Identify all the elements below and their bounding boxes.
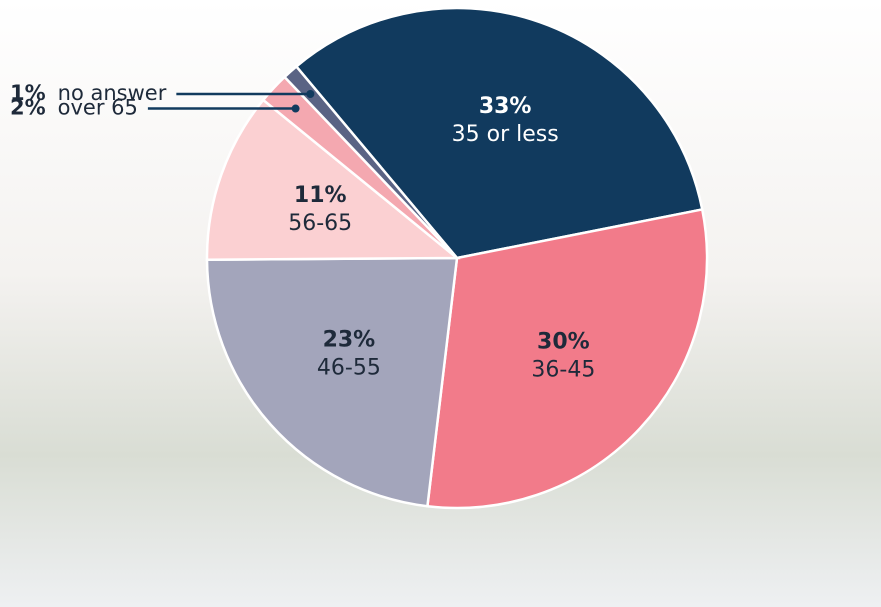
slice-value-label: 1%: [10, 81, 46, 105]
leader-dot: [292, 105, 300, 113]
slice-value-label: 33%: [479, 94, 532, 119]
slice-category-label: 36-45: [531, 358, 595, 383]
outer-label: 1% no answer: [10, 81, 167, 105]
slice-value-label: 11%: [294, 183, 347, 208]
slice-category-label: no answer: [58, 81, 167, 105]
pie: 33% 35 or less 30% 36-45 23% 46-55 11% 56-65: [207, 8, 707, 508]
slice-category-label: 46-55: [317, 356, 381, 381]
slice-category-label: 56-65: [288, 211, 352, 236]
chart: 33%35 or less30%36-4523%46-5511%56-65 2%…: [0, 0, 881, 607]
slice-value-label: 30%: [537, 330, 590, 355]
slice-category-label: 35 or less: [452, 122, 559, 147]
slice-value-label: 23%: [323, 328, 376, 353]
leader-dot: [306, 90, 314, 98]
